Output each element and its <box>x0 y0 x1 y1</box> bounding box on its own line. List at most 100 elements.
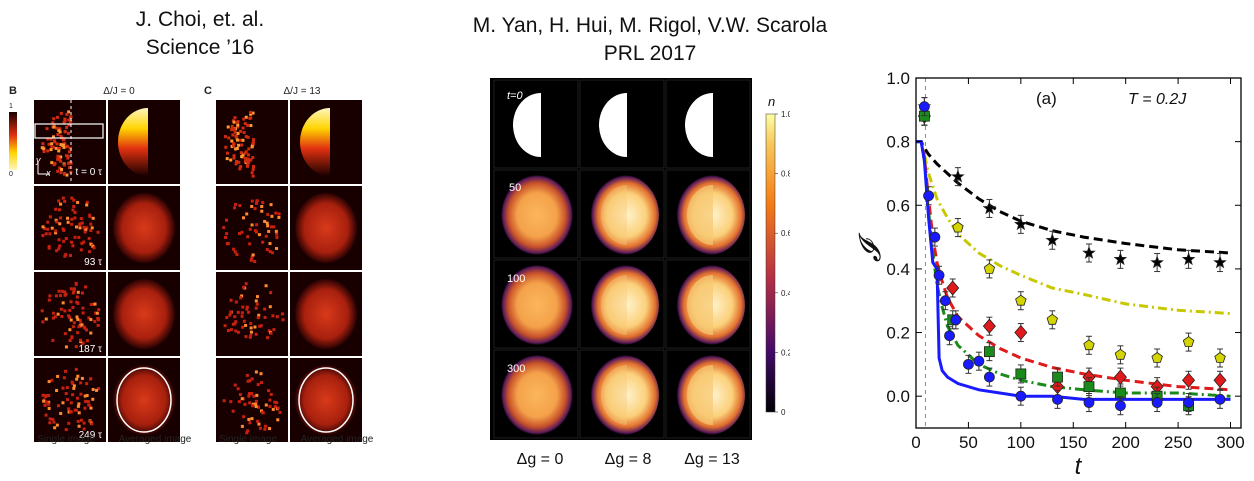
atom-speckle <box>238 204 242 208</box>
atom-speckle <box>67 118 71 122</box>
atom-speckle <box>72 386 76 390</box>
atom-speckle <box>45 127 49 131</box>
atom-speckle <box>254 332 258 336</box>
atom-speckle <box>230 128 234 132</box>
atom-speckle <box>76 419 80 423</box>
atom-speckle <box>69 401 73 405</box>
atom-speckle <box>88 213 92 217</box>
atom-speckle <box>254 402 258 406</box>
atom-speckle <box>52 125 56 129</box>
atom-speckle <box>43 403 47 407</box>
atom-speckle <box>71 382 75 386</box>
atom-speckle <box>258 324 262 328</box>
atom-speckle <box>57 208 61 212</box>
atom-speckle <box>249 110 253 114</box>
data-point-pentagon <box>983 262 996 274</box>
atom-speckle <box>65 386 69 390</box>
atom-speckle <box>80 291 84 295</box>
atom-speckle <box>267 329 271 333</box>
colorbar <box>765 113 776 413</box>
sim-time-label-2: 100 <box>507 273 525 285</box>
atom-speckle <box>70 335 74 339</box>
atom-speckle <box>41 234 45 238</box>
atom-speckle <box>248 227 252 231</box>
atom-speckle <box>250 391 254 395</box>
atom-speckle <box>226 125 230 129</box>
atom-speckle <box>255 199 259 203</box>
atom-speckle <box>63 117 67 121</box>
data-point-pentagon <box>1151 352 1163 363</box>
atom-speckle <box>70 217 74 221</box>
atom-speckle <box>263 307 267 311</box>
atom-speckle <box>56 154 60 158</box>
image-cell <box>216 272 288 356</box>
atom-speckle <box>65 173 69 177</box>
atom-speckle <box>59 171 63 175</box>
atom-speckle <box>236 131 240 135</box>
atom-speckle <box>263 219 267 223</box>
atom-speckle <box>233 383 237 387</box>
experiment-image-grid: B C Δ/J = 0 Δ/J = 13 1 0 y x t = 0 τ 93 … <box>9 85 374 445</box>
atom-speckle <box>235 253 239 257</box>
atom-speckle <box>268 242 272 246</box>
atom-speckle <box>82 225 86 229</box>
data-point-circle <box>939 295 951 307</box>
atom-speckle <box>250 417 254 421</box>
atom-speckle <box>233 315 237 319</box>
atom-speckle <box>62 145 66 149</box>
atom-speckle <box>223 324 227 328</box>
atom-speckle <box>232 156 236 160</box>
atom-speckle <box>263 427 267 431</box>
atom-speckle <box>265 221 269 225</box>
atom-speckle <box>222 226 226 230</box>
time-label-2: 187 τ <box>79 344 102 355</box>
panel-b-header: Δ/J = 0 <box>103 86 135 97</box>
atom-speckle <box>67 407 71 411</box>
atom-speckle <box>79 392 83 396</box>
atom-speckle <box>246 135 250 139</box>
atom-speckle <box>244 282 248 286</box>
atom-speckle <box>276 418 280 422</box>
atom-speckle <box>61 227 65 231</box>
data-point-diamond <box>1113 369 1127 385</box>
atom-speckle <box>72 204 76 208</box>
atom-speckle <box>240 155 244 159</box>
x-tick-label: 200 <box>1111 433 1139 452</box>
atom-speckle <box>58 222 62 226</box>
atom-speckle <box>71 291 75 295</box>
atom-speckle <box>237 143 241 147</box>
atom-speckle <box>85 203 89 207</box>
atom-speckle <box>59 307 63 311</box>
atom-speckle <box>68 166 72 170</box>
y-tick-label: 0.4 <box>886 260 910 279</box>
atom-speckle <box>84 228 88 232</box>
atom-speckle <box>259 324 263 328</box>
atom-speckle <box>50 161 54 165</box>
atom-speckle <box>227 136 231 140</box>
atom-speckle <box>229 310 233 314</box>
atom-speckle <box>41 320 45 324</box>
atom-speckle <box>269 291 273 295</box>
atom-speckle <box>77 411 81 415</box>
averaged-cloud <box>113 279 175 349</box>
atom-speckle <box>254 399 258 403</box>
atom-speckle <box>77 424 81 428</box>
atom-speckle <box>63 119 67 123</box>
atom-speckle <box>40 309 44 313</box>
atom-speckle <box>225 157 229 161</box>
atom-speckle <box>88 250 92 254</box>
atom-speckle <box>84 285 88 289</box>
atom-speckle <box>278 410 282 414</box>
atom-speckle <box>46 149 50 153</box>
atom-speckle <box>242 117 246 121</box>
atom-speckle <box>59 216 63 220</box>
atom-speckle <box>83 406 87 410</box>
atom-speckle <box>61 401 65 405</box>
image-cell <box>216 358 288 442</box>
atom-speckle <box>276 406 280 410</box>
atom-speckle <box>242 285 246 289</box>
atom-speckle <box>268 427 272 431</box>
atom-speckle <box>53 140 57 144</box>
column-label-single-b: Single image <box>37 434 95 445</box>
atom-speckle <box>261 410 265 414</box>
